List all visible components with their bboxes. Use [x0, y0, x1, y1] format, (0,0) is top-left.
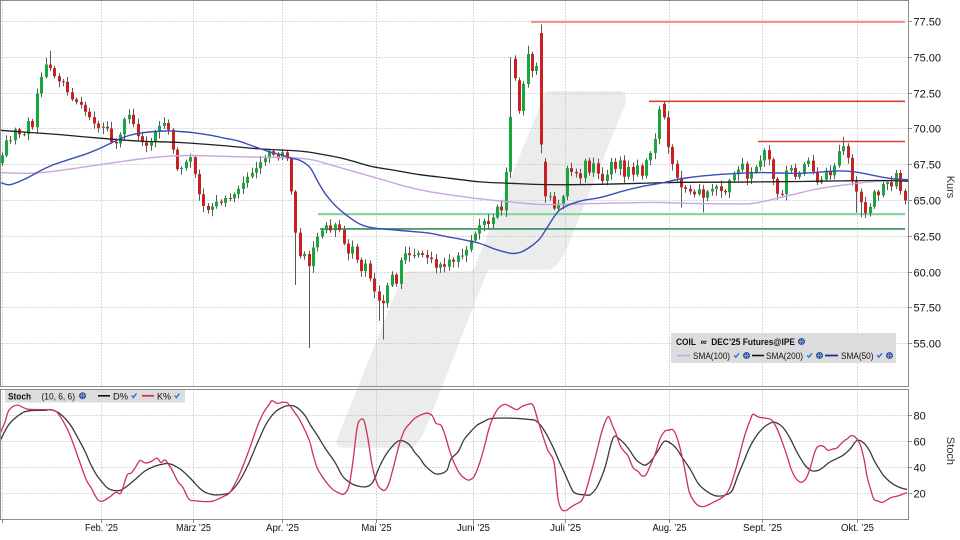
svg-text:80: 80 [914, 410, 926, 422]
svg-text:Kurs: Kurs [944, 176, 956, 199]
svg-text:60.00: 60.00 [914, 267, 942, 279]
svg-text:40: 40 [914, 462, 926, 474]
svg-text:SMA(100): SMA(100) [693, 351, 730, 362]
svg-text:Aug. ’25: Aug. ’25 [653, 523, 687, 534]
svg-text:Stoch: Stoch [944, 437, 956, 465]
svg-text:Juli ’25: Juli ’25 [550, 523, 581, 534]
svg-text:SMA(50): SMA(50) [841, 351, 874, 362]
svg-text:72.50: 72.50 [914, 88, 942, 100]
svg-text:62.50: 62.50 [914, 231, 942, 243]
svg-text:67.50: 67.50 [914, 159, 942, 171]
svg-text:Juni ’25: Juni ’25 [457, 523, 490, 534]
svg-text:Sept. ’25: Sept. ’25 [743, 523, 782, 534]
svg-text:Mai ’25: Mai ’25 [362, 523, 392, 534]
svg-text:55.00: 55.00 [914, 338, 942, 350]
svg-text:77.50: 77.50 [914, 16, 942, 28]
svg-text:60: 60 [914, 436, 926, 448]
svg-text:Okt. ’25: Okt. ’25 [841, 523, 874, 534]
svg-text:COIL ∞ DEC’25 Futures@IPE: COIL ∞ DEC’25 Futures@IPE [676, 337, 795, 348]
svg-text:D%: D% [113, 391, 129, 402]
svg-text:20: 20 [914, 488, 926, 500]
svg-text:75.00: 75.00 [914, 52, 942, 64]
svg-text:März ’25: März ’25 [176, 523, 211, 534]
svg-text:(10, 6, 6): (10, 6, 6) [42, 391, 76, 402]
svg-text:65.00: 65.00 [914, 195, 942, 207]
svg-text:SMA(200): SMA(200) [766, 351, 803, 362]
svg-text:K%: K% [157, 391, 172, 402]
svg-text:Stoch: Stoch [8, 391, 31, 402]
svg-text:57.50: 57.50 [914, 302, 942, 314]
svg-text:70.00: 70.00 [914, 123, 942, 135]
svg-text:Apr. ’25: Apr. ’25 [266, 523, 299, 534]
svg-text:Feb. ’25: Feb. ’25 [85, 523, 118, 534]
